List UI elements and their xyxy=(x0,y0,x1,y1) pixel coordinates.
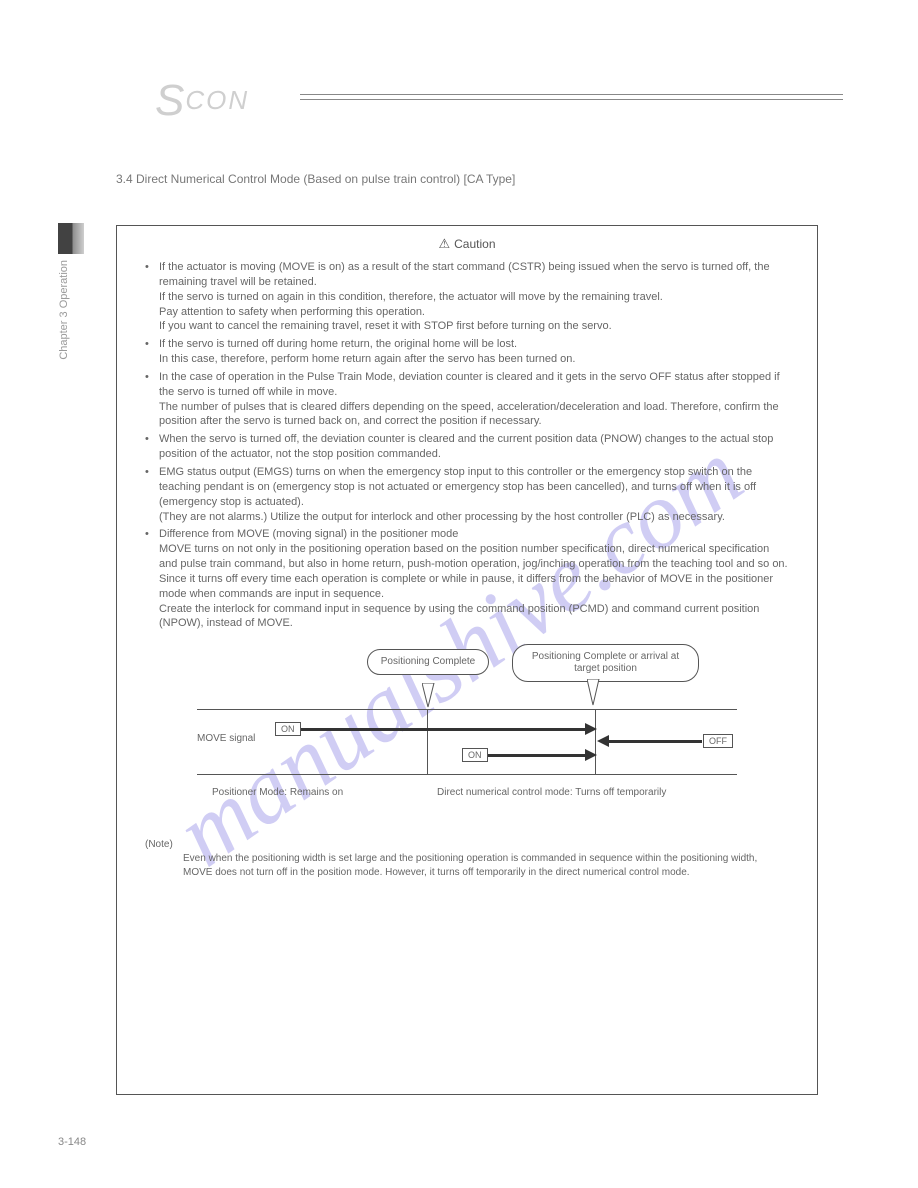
caution-title-text: Caution xyxy=(454,237,495,251)
tag-on: ON xyxy=(275,722,301,736)
chapter-tab xyxy=(58,223,84,254)
caution-item: Difference from MOVE (moving signal) in … xyxy=(145,527,789,631)
diagram-line xyxy=(197,774,737,775)
chapter-label: Chapter 3 Operation xyxy=(58,260,84,360)
warning-icon: ⚠ xyxy=(438,236,450,251)
callout-positioning-complete: Positioning Complete xyxy=(367,649,489,675)
logo-con: CON xyxy=(185,85,249,115)
diagram-caption-left: Positioner Mode: Remains on xyxy=(212,787,343,798)
caution-item: If the actuator is moving (MOVE is on) a… xyxy=(145,260,789,334)
caution-text: Difference from MOVE (moving signal) in … xyxy=(159,528,788,629)
tag-mid: ON xyxy=(462,748,488,762)
caution-text: If the actuator is moving (MOVE is on) a… xyxy=(159,261,770,332)
caution-list: If the actuator is moving (MOVE is on) a… xyxy=(145,260,789,631)
row-label: MOVE signal xyxy=(197,733,255,744)
brand-logo: SCON xyxy=(155,76,249,126)
caution-item: When the servo is turned off, the deviat… xyxy=(145,432,789,462)
caution-text: When the servo is turned off, the deviat… xyxy=(159,433,773,460)
diagram-caption-right: Direct numerical control mode: Turns off… xyxy=(437,787,666,798)
callout-target-position: Positioning Complete or arrival at targe… xyxy=(512,644,699,682)
header-rule xyxy=(300,94,843,95)
section-title: 3.4 Direct Numerical Control Mode (Based… xyxy=(116,172,515,186)
tag-off: OFF xyxy=(703,734,733,748)
caution-text: If the servo is turned off during home r… xyxy=(159,338,575,365)
caution-text: In the case of operation in the Pulse Tr… xyxy=(159,371,780,428)
caution-text: EMG status output (EMGS) turns on when t… xyxy=(159,466,756,523)
caution-title: ⚠ Caution xyxy=(135,236,799,252)
diagram-line xyxy=(197,709,737,710)
caution-box: ⚠ Caution If the actuator is moving (MOVE… xyxy=(116,225,818,1095)
caution-item: EMG status output (EMGS) turns on when t… xyxy=(145,465,789,524)
logo-s: S xyxy=(155,76,185,125)
page-number: 3-148 xyxy=(58,1136,86,1148)
callout-tail-icon xyxy=(422,683,442,711)
caution-item: In the case of operation in the Pulse Tr… xyxy=(145,370,789,429)
diagram-line xyxy=(427,709,428,774)
caution-item: If the servo is turned off during home r… xyxy=(145,337,789,367)
callout-tail-icon xyxy=(587,679,607,709)
note-label: (Note) xyxy=(145,839,789,850)
note-text: Even when the positioning width is set l… xyxy=(183,852,789,879)
diagram-line xyxy=(595,709,596,774)
timing-diagram: Positioning Complete Positioning Complet… xyxy=(197,649,737,829)
page: SCON Chapter 3 Operation 3.4 Direct Nume… xyxy=(0,0,918,1188)
